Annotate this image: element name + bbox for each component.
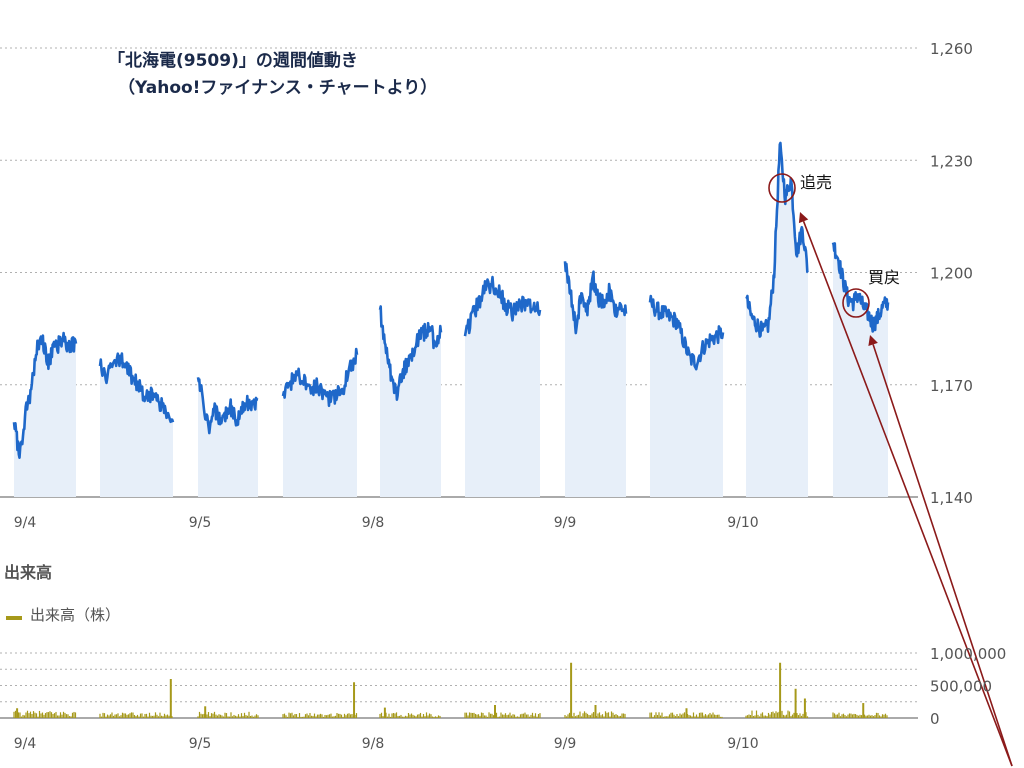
price-line-segment [648,294,725,371]
volume-session [564,662,626,718]
price-area-segment [746,143,808,497]
volume-x-tick-label: 9/5 [189,736,212,752]
annotation-label: 買戻 [868,268,900,287]
price-lines [12,141,890,459]
volume-y-axis: 1,000,000 500,000 0 [930,645,1006,728]
chart-subtitle: （Yahoo!ファイナンス・チャートより） [118,77,437,98]
price-line-segment [196,377,259,435]
price-x-axis: 9/4 9/5 9/8 9/9 9/10 [14,515,759,531]
price-x-tick-label: 9/8 [362,515,385,531]
chart-title: 「北海電(9509)」の週間値動き [108,50,358,71]
annotation-label: 追売 [800,173,832,192]
volume-x-tick-label: 9/4 [14,736,37,752]
price-y-tick-label: 1,170 [930,377,973,395]
price-line-segment [831,242,890,333]
annotation-circle [768,173,796,203]
annotation-arrow [868,335,1013,767]
volume-x-tick-label: 9/10 [727,736,758,752]
price-area-segment [100,353,173,497]
volume-y-tick-label: 1,000,000 [930,645,1006,663]
volume-y-tick-label: 0 [930,710,940,728]
volume-session [649,708,723,718]
volume-session [13,708,77,718]
price-area-segment [650,296,723,497]
volume-session [282,682,358,718]
volume-x-tick-label: 9/8 [362,736,385,752]
price-line-segment [463,275,542,337]
volume-session [745,662,809,718]
price-line-segment [563,261,628,335]
price-x-tick-label: 9/5 [189,515,212,531]
price-line-segment [745,141,809,338]
price-line-segment [281,347,359,408]
volume-x-tick-label: 9/9 [554,736,577,752]
volume-x-axis: 9/4 9/5 9/8 9/9 9/10 [14,736,759,752]
price-area-segment [283,349,357,497]
volume-session [832,703,888,718]
price-line-segment [12,331,78,459]
price-y-tick-label: 1,230 [930,152,973,170]
price-line-segment [98,352,175,424]
price-area-segment [465,277,540,497]
price-y-axis: 1,260 1,230 1,200 1,170 1,140 [930,40,973,507]
volume-y-tick-label: 500,000 [930,678,992,696]
price-x-tick-label: 9/4 [14,515,37,531]
price-line-segment [378,305,443,401]
price-area-segment [14,333,76,497]
annotation-arrow [798,212,1013,767]
volume-session [464,705,541,718]
volume-panel-title: 出来高 [4,563,52,582]
price-area-segment [380,306,441,497]
price-x-tick-label: 9/9 [554,515,577,531]
volume-session [197,706,259,718]
volume-legend-swatch [6,616,22,620]
annotation-circle [842,288,870,318]
volume-legend-label: 出来高（株） [30,606,120,624]
price-area-segment [198,377,258,497]
volume-bars [13,662,888,718]
price-y-tick-label: 1,140 [930,489,973,507]
price-y-tick-label: 1,200 [930,265,973,283]
price-y-tick-label: 1,260 [930,40,973,58]
price-area-segment [565,261,626,497]
volume-session [379,707,441,718]
price-area-fills [14,143,888,497]
price-x-tick-label: 9/10 [727,515,758,531]
volume-session [99,679,173,718]
